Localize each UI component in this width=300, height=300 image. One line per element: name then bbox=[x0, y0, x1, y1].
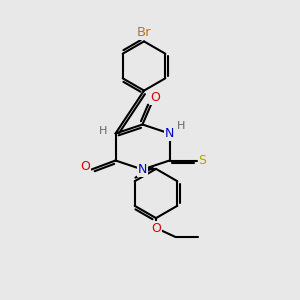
Text: H: H bbox=[177, 121, 185, 131]
Text: H: H bbox=[99, 126, 107, 136]
Text: S: S bbox=[199, 154, 206, 167]
Text: N: N bbox=[138, 163, 147, 176]
Text: Br: Br bbox=[137, 26, 151, 39]
Text: O: O bbox=[151, 221, 161, 235]
Text: O: O bbox=[81, 160, 90, 173]
Text: O: O bbox=[150, 91, 160, 104]
Text: N: N bbox=[165, 127, 174, 140]
